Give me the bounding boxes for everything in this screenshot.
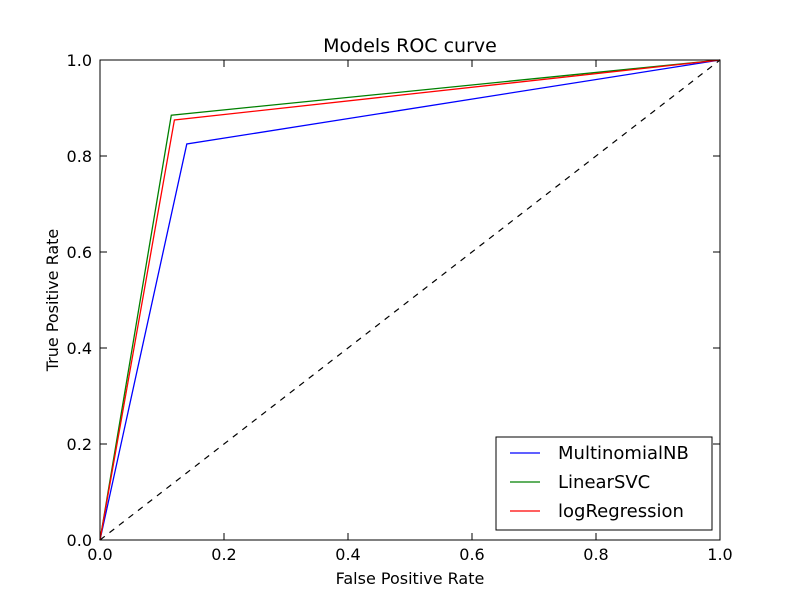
chart-title: Models ROC curve bbox=[323, 35, 497, 57]
legend-label-multinomialnb: MultinomialNB bbox=[558, 443, 689, 464]
y-tick-label: 0.8 bbox=[67, 147, 92, 166]
legend-label-logregression: logRegression bbox=[558, 501, 684, 522]
legend: MultinomialNB LinearSVC logRegression bbox=[496, 437, 712, 530]
x-tick-label: 0.6 bbox=[459, 545, 484, 564]
y-tick-label: 0.4 bbox=[67, 339, 92, 358]
y-tick-label: 0.6 bbox=[67, 243, 92, 262]
legend-label-linearsvc: LinearSVC bbox=[558, 472, 650, 493]
x-axis-label: False Positive Rate bbox=[336, 569, 485, 588]
x-tick-label: 0.2 bbox=[211, 545, 236, 564]
y-axis-label: True Positive Rate bbox=[43, 229, 62, 373]
x-tick-label: 1.0 bbox=[707, 545, 732, 564]
x-tick-label: 0.4 bbox=[335, 545, 360, 564]
y-tick-label: 0.2 bbox=[67, 435, 92, 454]
x-tick-label: 0.8 bbox=[583, 545, 608, 564]
y-tick-label: 0.0 bbox=[67, 531, 92, 550]
y-tick-label: 1.0 bbox=[67, 51, 92, 70]
